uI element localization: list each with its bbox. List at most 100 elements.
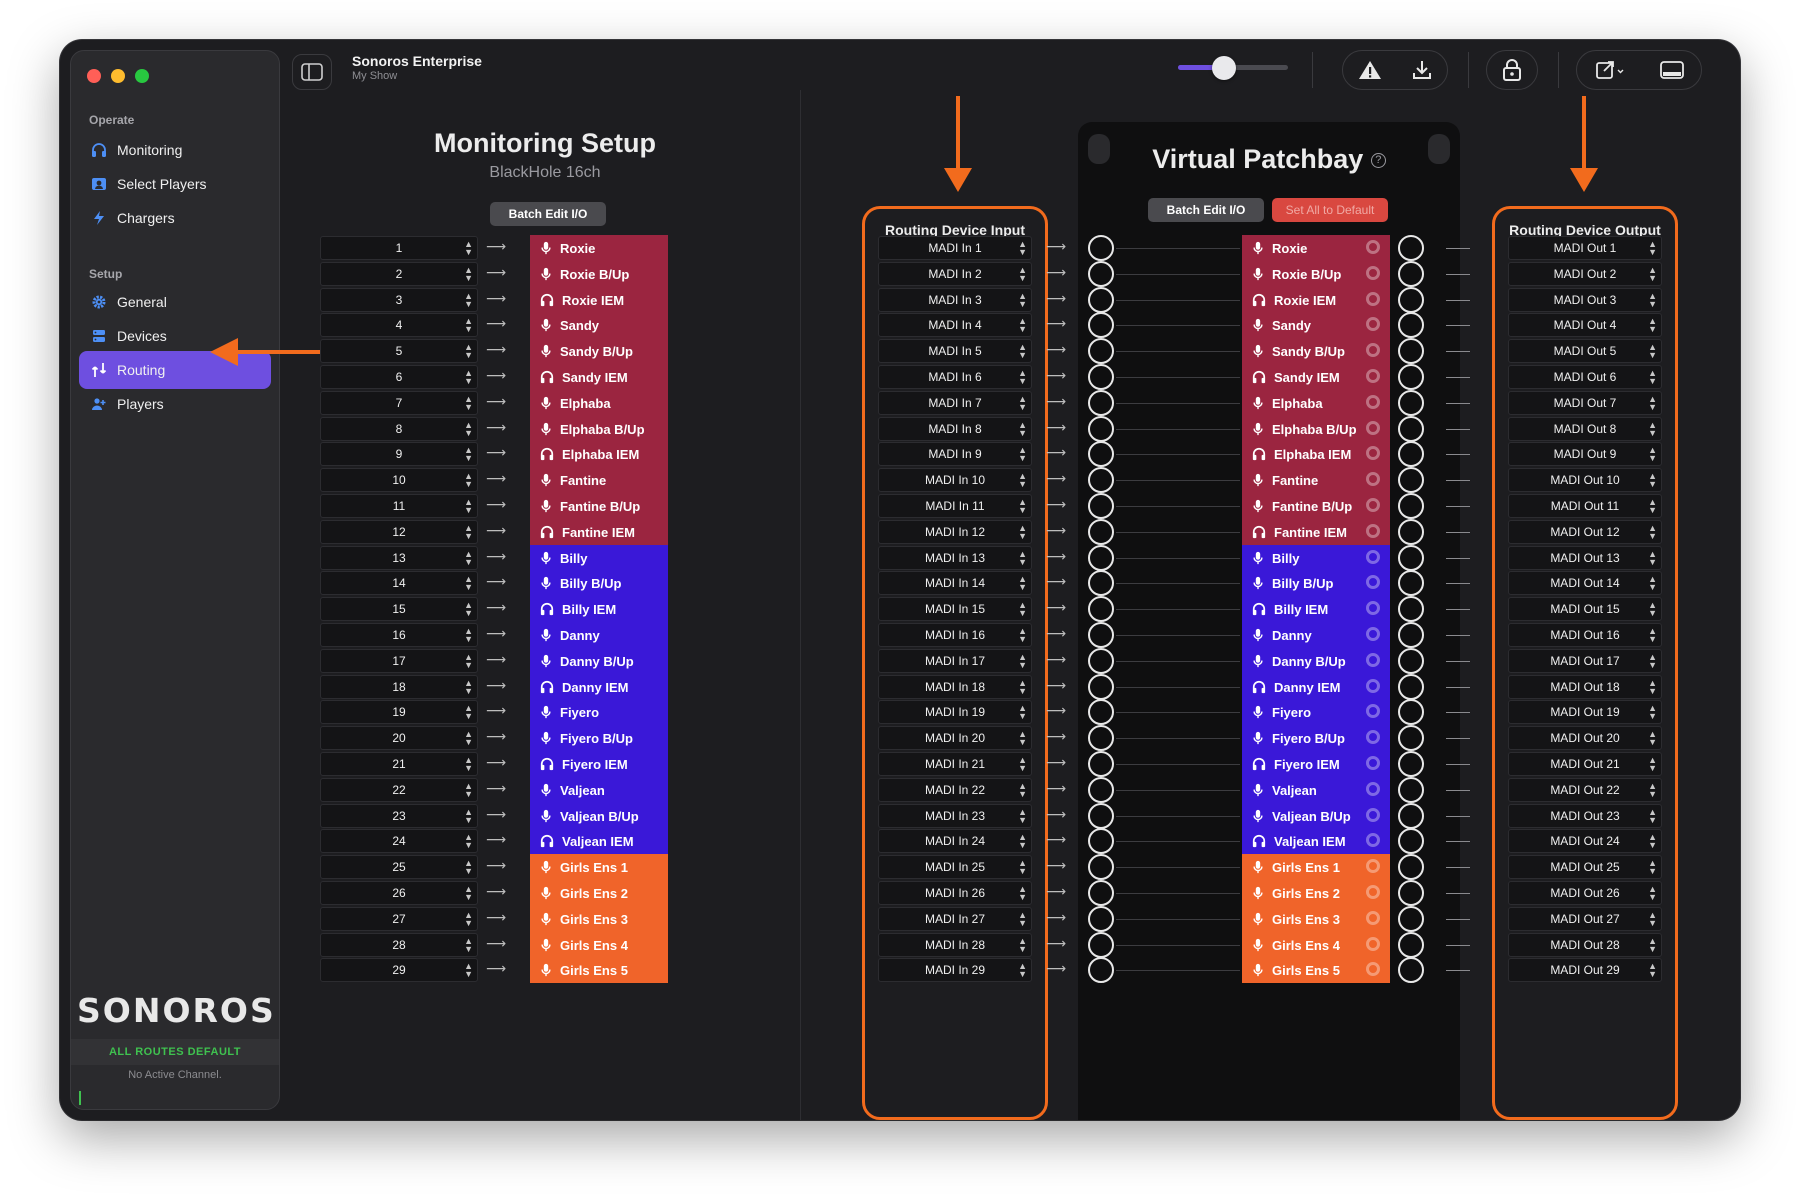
sidebar-item-monitoring[interactable]: Monitoring (79, 131, 271, 169)
patch-output-node[interactable] (1398, 441, 1424, 467)
gear-icon[interactable] (1366, 524, 1380, 538)
madi-output-select[interactable]: MADI Out 5 ▲ ▼ (1508, 339, 1662, 363)
stepper-arrows-icon[interactable]: ▲ ▼ (1018, 394, 1027, 412)
volume-slider[interactable] (1178, 56, 1288, 80)
madi-input-select[interactable]: MADI In 22 ▲ ▼ (878, 778, 1032, 802)
sidebar-item-players[interactable]: Players (79, 385, 271, 423)
monitoring-channel-stepper[interactable]: 20 ▲ ▼ (320, 726, 478, 750)
stepper-arrows-icon[interactable]: ▲ ▼ (1648, 781, 1657, 799)
stepper-arrows-icon[interactable]: ▲ ▼ (1648, 858, 1657, 876)
channel-label[interactable]: Fiyero B/Up (530, 725, 668, 751)
patchbay-channel[interactable]: Fiyero IEM (1242, 751, 1390, 777)
patchbay-channel[interactable]: Billy (1242, 545, 1390, 571)
stepper-arrows-icon[interactable]: ▲ ▼ (1018, 342, 1027, 360)
stepper-arrows-icon[interactable]: ▲ ▼ (1648, 884, 1657, 902)
stepper-arrows-icon[interactable]: ▲ ▼ (1648, 936, 1657, 954)
gear-icon[interactable] (1366, 859, 1380, 873)
stepper-arrows-icon[interactable]: ▲ ▼ (464, 729, 473, 747)
stepper-arrows-icon[interactable]: ▲ ▼ (464, 858, 473, 876)
channel-label[interactable]: Fiyero IEM (530, 751, 668, 777)
monitoring-channel-stepper[interactable]: 5 ▲ ▼ (320, 339, 478, 363)
stepper-arrows-icon[interactable]: ▲ ▼ (1648, 523, 1657, 541)
stepper-arrows-icon[interactable]: ▲ ▼ (1018, 832, 1027, 850)
patchbay-channel[interactable]: Fantine B/Up (1242, 493, 1390, 519)
madi-input-select[interactable]: MADI In 6 ▲ ▼ (878, 365, 1032, 389)
stepper-arrows-icon[interactable]: ▲ ▼ (1018, 239, 1027, 257)
stepper-arrows-icon[interactable]: ▲ ▼ (1018, 316, 1027, 334)
stepper-arrows-icon[interactable]: ▲ ▼ (464, 342, 473, 360)
monitoring-channel-stepper[interactable]: 11 ▲ ▼ (320, 494, 478, 518)
stepper-arrows-icon[interactable]: ▲ ▼ (1648, 342, 1657, 360)
monitoring-channel-stepper[interactable]: 25 ▲ ▼ (320, 855, 478, 879)
patch-input-node[interactable] (1088, 751, 1114, 777)
madi-output-select[interactable]: MADI Out 28 ▲ ▼ (1508, 933, 1662, 957)
madi-output-select[interactable]: MADI Out 14 ▲ ▼ (1508, 571, 1662, 595)
stepper-arrows-icon[interactable]: ▲ ▼ (464, 420, 473, 438)
stepper-arrows-icon[interactable]: ▲ ▼ (1648, 729, 1657, 747)
channel-label[interactable]: Valjean IEM (530, 828, 668, 854)
patch-input-node[interactable] (1088, 493, 1114, 519)
patchbay-channel[interactable]: Billy B/Up (1242, 570, 1390, 596)
madi-input-select[interactable]: MADI In 5 ▲ ▼ (878, 339, 1032, 363)
sidebar-item-select-players[interactable]: Select Players (79, 165, 271, 203)
stepper-arrows-icon[interactable]: ▲ ▼ (1648, 394, 1657, 412)
madi-input-select[interactable]: MADI In 2 ▲ ▼ (878, 262, 1032, 286)
madi-output-select[interactable]: MADI Out 20 ▲ ▼ (1508, 726, 1662, 750)
stepper-arrows-icon[interactable]: ▲ ▼ (1018, 910, 1027, 928)
patchbay-channel[interactable]: Danny IEM (1242, 674, 1390, 700)
gear-icon[interactable] (1366, 266, 1380, 280)
download-icon[interactable] (1411, 59, 1433, 81)
madi-input-select[interactable]: MADI In 15 ▲ ▼ (878, 597, 1032, 621)
monitoring-channel-stepper[interactable]: 2 ▲ ▼ (320, 262, 478, 286)
channel-label[interactable]: Fantine (530, 467, 668, 493)
close-window-button[interactable] (87, 69, 101, 83)
madi-output-select[interactable]: MADI Out 23 ▲ ▼ (1508, 804, 1662, 828)
patch-output-node[interactable] (1398, 648, 1424, 674)
monitoring-channel-stepper[interactable]: 21 ▲ ▼ (320, 752, 478, 776)
channel-label[interactable]: Sandy B/Up (530, 338, 668, 364)
set-all-default-button[interactable]: Set All to Default (1272, 198, 1388, 222)
patch-input-node[interactable] (1088, 648, 1114, 674)
gear-icon[interactable] (1366, 601, 1380, 615)
channel-label[interactable]: Danny B/Up (530, 648, 668, 674)
channel-label[interactable]: Billy B/Up (530, 570, 668, 596)
gear-icon[interactable] (1366, 782, 1380, 796)
channel-label[interactable]: Roxie (530, 235, 668, 261)
patch-output-node[interactable] (1398, 287, 1424, 313)
gear-icon[interactable] (1366, 575, 1380, 589)
monitoring-channel-stepper[interactable]: 1 ▲ ▼ (320, 236, 478, 260)
patch-input-node[interactable] (1088, 906, 1114, 932)
channel-label[interactable]: Sandy (530, 312, 668, 338)
stepper-arrows-icon[interactable]: ▲ ▼ (1648, 497, 1657, 515)
gear-icon[interactable] (1366, 808, 1380, 822)
stepper-arrows-icon[interactable]: ▲ ▼ (464, 832, 473, 850)
patchbay-channel[interactable]: Sandy (1242, 312, 1390, 338)
stepper-arrows-icon[interactable]: ▲ ▼ (1648, 832, 1657, 850)
channel-label[interactable]: Elphaba B/Up (530, 416, 668, 442)
madi-input-select[interactable]: MADI In 27 ▲ ▼ (878, 907, 1032, 931)
patchbay-channel[interactable]: Elphaba (1242, 390, 1390, 416)
gear-icon[interactable] (1366, 962, 1380, 976)
patch-output-node[interactable] (1398, 777, 1424, 803)
channel-label[interactable]: Fiyero (530, 699, 668, 725)
channel-label[interactable]: Danny (530, 622, 668, 648)
patch-input-node[interactable] (1088, 828, 1114, 854)
stepper-arrows-icon[interactable]: ▲ ▼ (1648, 316, 1657, 334)
madi-output-select[interactable]: MADI Out 26 ▲ ▼ (1508, 881, 1662, 905)
madi-input-select[interactable]: MADI In 11 ▲ ▼ (878, 494, 1032, 518)
zoom-window-button[interactable] (135, 69, 149, 83)
madi-output-select[interactable]: MADI Out 16 ▲ ▼ (1508, 623, 1662, 647)
stepper-arrows-icon[interactable]: ▲ ▼ (1018, 807, 1027, 825)
madi-output-select[interactable]: MADI Out 4 ▲ ▼ (1508, 313, 1662, 337)
monitoring-channel-stepper[interactable]: 16 ▲ ▼ (320, 623, 478, 647)
madi-output-select[interactable]: MADI Out 2 ▲ ▼ (1508, 262, 1662, 286)
patch-input-node[interactable] (1088, 416, 1114, 442)
stepper-arrows-icon[interactable]: ▲ ▼ (1648, 445, 1657, 463)
madi-input-select[interactable]: MADI In 26 ▲ ▼ (878, 881, 1032, 905)
stepper-arrows-icon[interactable]: ▲ ▼ (1018, 600, 1027, 618)
channel-label[interactable]: Girls Ens 3 (530, 906, 668, 932)
stepper-arrows-icon[interactable]: ▲ ▼ (1018, 265, 1027, 283)
madi-input-select[interactable]: MADI In 25 ▲ ▼ (878, 855, 1032, 879)
warning-icon[interactable] (1358, 59, 1382, 81)
channel-label[interactable]: Girls Ens 5 (530, 957, 668, 983)
